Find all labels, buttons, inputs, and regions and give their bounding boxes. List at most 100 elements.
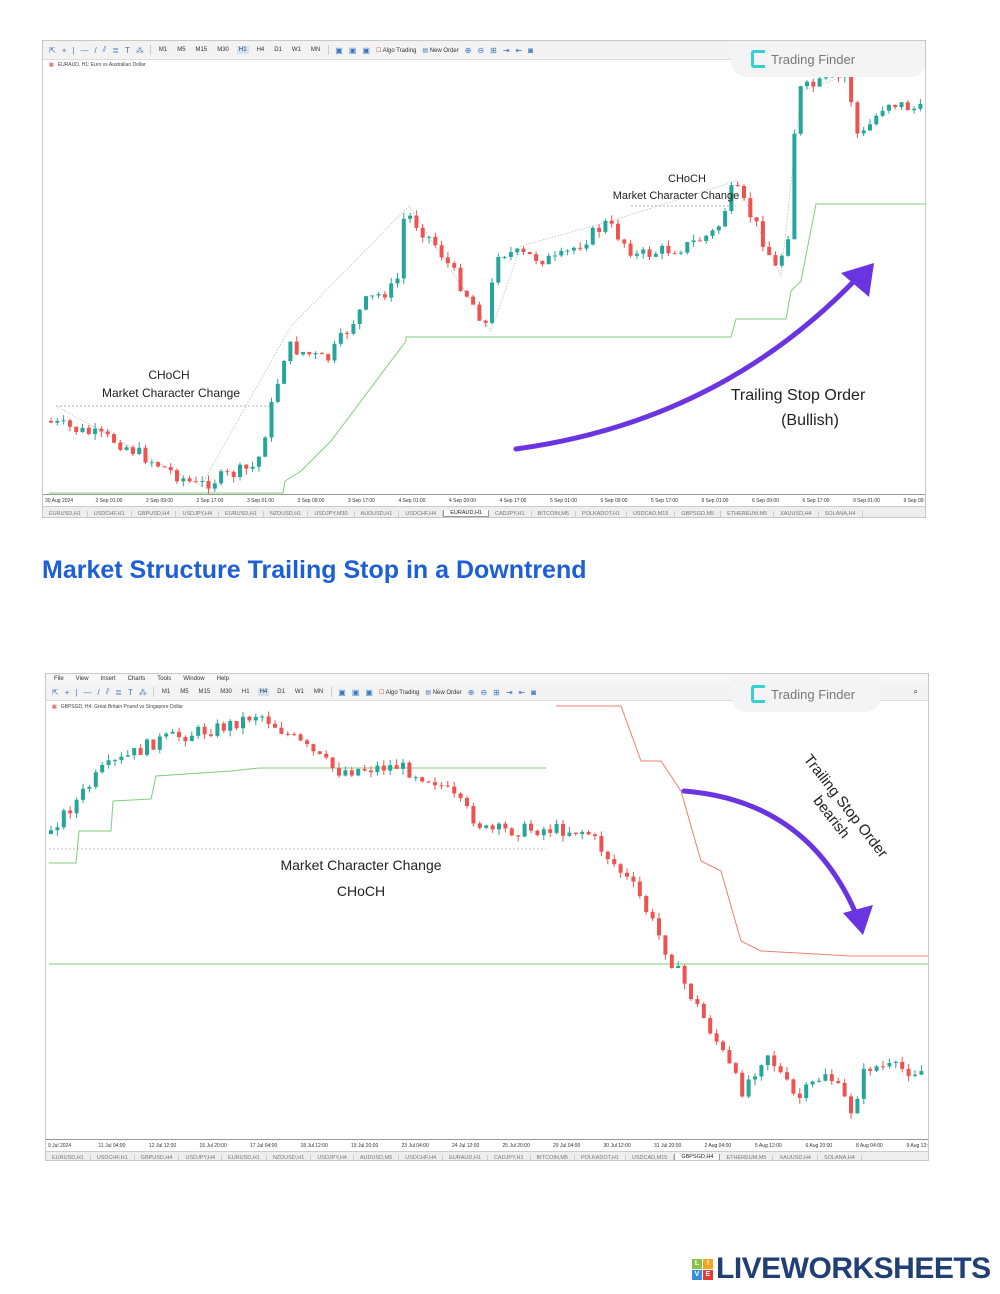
new-order-button[interactable]: ▤ New Order: [422, 47, 459, 54]
indicator-icon[interactable]: ▣: [335, 45, 343, 55]
symbol-tab[interactable]: USDCHF,H4: [399, 510, 444, 517]
menu-insert[interactable]: Insert: [100, 676, 116, 682]
hline-icon[interactable]: —: [80, 45, 89, 55]
timeframe-m15[interactable]: M15: [198, 689, 211, 695]
symbol-tab[interactable]: GBPUSD,H4: [135, 1154, 180, 1160]
symbol-tab[interactable]: USDJPY,H4: [179, 1154, 223, 1160]
timeframe-h1[interactable]: H1: [236, 46, 249, 54]
fibo-icon[interactable]: ≣: [112, 45, 119, 55]
symbol-tab[interactable]: USDCHF,H1: [91, 1154, 135, 1160]
symbol-tab[interactable]: CADJPY,H1: [488, 1154, 531, 1160]
text-icon[interactable]: T: [127, 687, 133, 697]
scroll-icon[interactable]: ⇥: [502, 45, 510, 55]
channel-icon[interactable]: ⫽: [102, 45, 107, 54]
timeframe-w1[interactable]: W1: [294, 689, 304, 695]
symbol-tab[interactable]: GBPSGD,H4: [674, 1154, 721, 1160]
symbol-tab[interactable]: EURUSD,H1: [222, 1154, 267, 1160]
symbol-tab[interactable]: GBPSGD,M5: [675, 510, 722, 517]
symbol-tab[interactable]: SOLANA,H4: [818, 1154, 862, 1160]
symbol-tab[interactable]: EURUSD,H1: [46, 1154, 91, 1160]
scroll-icon[interactable]: ⇥: [505, 687, 513, 697]
menu-charts[interactable]: Charts: [127, 676, 146, 682]
screenshot-icon[interactable]: ◙: [531, 687, 537, 697]
expert-icon[interactable]: ▣: [365, 687, 373, 697]
timeframe-m5[interactable]: M5: [177, 47, 186, 53]
timeframe-d1[interactable]: D1: [274, 47, 282, 53]
timeframe-m1[interactable]: M1: [161, 689, 171, 695]
symbol-tab[interactable]: USDJPY,H4: [176, 510, 220, 517]
crosshair-icon[interactable]: +: [64, 687, 70, 697]
price-chart[interactable]: [46, 674, 929, 1161]
timeframe-m1[interactable]: M1: [158, 47, 168, 53]
symbol-tab[interactable]: BITCOIN,M5: [532, 510, 577, 517]
menu-view[interactable]: View: [75, 676, 89, 682]
menu-help[interactable]: Help: [216, 676, 229, 682]
shapes-icon[interactable]: ⁂: [138, 687, 147, 697]
timeframe-h1[interactable]: H1: [241, 689, 250, 695]
symbol-tab[interactable]: NZDUSD,H1: [264, 510, 309, 517]
timeframe-m30[interactable]: M30: [217, 47, 229, 53]
timeframe-m5[interactable]: M5: [180, 689, 189, 695]
shift-icon[interactable]: ⇤: [515, 45, 523, 55]
timeframe-m15[interactable]: M15: [195, 47, 208, 53]
new-order-button[interactable]: ▤ New Order: [425, 689, 462, 696]
symbol-tab[interactable]: ETHEREUM,M5: [720, 1154, 774, 1160]
symbol-tab[interactable]: USDJPY,H4: [311, 1154, 354, 1160]
algo-trading-button[interactable]: ☐ Algo Trading: [378, 689, 420, 696]
symbol-tab[interactable]: ETHEREUM,M5: [721, 510, 775, 517]
screenshot-icon[interactable]: ◙: [528, 45, 534, 55]
symbol-tab[interactable]: EURUSD,H1: [219, 510, 264, 517]
cursor-icon[interactable]: ⇱: [49, 45, 56, 55]
symbol-tab[interactable]: EURAUD,H1: [443, 510, 489, 517]
trendline-icon[interactable]: /: [94, 45, 97, 55]
menu-file[interactable]: File: [54, 676, 64, 682]
crosshair-icon[interactable]: +: [61, 45, 67, 55]
hline-icon[interactable]: —: [83, 687, 92, 697]
grid-icon[interactable]: ⊞: [490, 45, 497, 55]
symbol-tab[interactable]: BITCOIN,M5: [531, 1154, 575, 1160]
symbol-tab[interactable]: CADJPY,H1: [489, 510, 532, 517]
timeframe-mn[interactable]: MN: [313, 689, 324, 695]
timeframe-d1[interactable]: D1: [277, 689, 285, 695]
symbol-tab[interactable]: EURAUD,H1: [443, 1154, 488, 1160]
fibo-icon[interactable]: ≣: [115, 687, 122, 697]
timeframe-mn[interactable]: MN: [310, 47, 321, 53]
template-icon[interactable]: ▣: [351, 687, 360, 697]
symbol-tab[interactable]: EURUSD,H1: [43, 510, 88, 517]
symbol-tab[interactable]: USDCAD,M15: [626, 1154, 675, 1160]
template-icon[interactable]: ▣: [348, 45, 357, 55]
zoom-out-icon[interactable]: ⊖: [477, 45, 485, 55]
zoom-in-icon[interactable]: ⊕: [467, 687, 475, 697]
grid-icon[interactable]: ⊞: [493, 687, 500, 697]
timeframe-w1[interactable]: W1: [291, 47, 301, 53]
channel-icon[interactable]: ⫽: [105, 687, 110, 696]
symbol-tab[interactable]: USDCAD,M15: [627, 510, 676, 517]
symbol-tab[interactable]: NZDUSD,H1: [267, 1154, 312, 1160]
zoom-in-icon[interactable]: ⊕: [464, 45, 472, 55]
menu-tools[interactable]: Tools: [157, 676, 172, 682]
menu-window[interactable]: Window: [183, 676, 205, 682]
timeframe-m30[interactable]: M30: [220, 689, 232, 695]
symbol-tab[interactable]: POLKADOT,H1: [575, 1154, 626, 1160]
symbol-tab[interactable]: USDCHF,H1: [88, 510, 132, 517]
shapes-icon[interactable]: ⁂: [135, 45, 144, 55]
symbol-tab[interactable]: GBPUSD,H4: [132, 510, 177, 517]
symbol-tab[interactable]: XAUUSD,H4: [774, 510, 819, 517]
symbol-tab[interactable]: XAUUSD,H4: [773, 1154, 818, 1160]
timeframe-h4[interactable]: H4: [257, 688, 270, 696]
symbol-tab[interactable]: AUDUSD,H1: [355, 510, 400, 517]
symbol-tab[interactable]: AUDUSD,M5: [354, 1154, 400, 1160]
cursor-icon[interactable]: ⇱: [52, 687, 59, 697]
vline-icon[interactable]: |: [72, 45, 75, 55]
price-chart[interactable]: [43, 41, 926, 518]
symbol-tab[interactable]: USDJPY,M30: [308, 510, 355, 517]
algo-trading-button[interactable]: ☐ Algo Trading: [375, 47, 417, 54]
text-icon[interactable]: T: [124, 45, 130, 55]
trendline-icon[interactable]: /: [97, 687, 100, 697]
expert-icon[interactable]: ▣: [362, 45, 370, 55]
timeframe-h4[interactable]: H4: [256, 47, 265, 53]
symbol-tab[interactable]: SOLANA,H4: [819, 510, 863, 517]
search-icon[interactable]: ⌕: [913, 687, 918, 696]
indicator-icon[interactable]: ▣: [338, 687, 346, 697]
zoom-out-icon[interactable]: ⊖: [480, 687, 488, 697]
